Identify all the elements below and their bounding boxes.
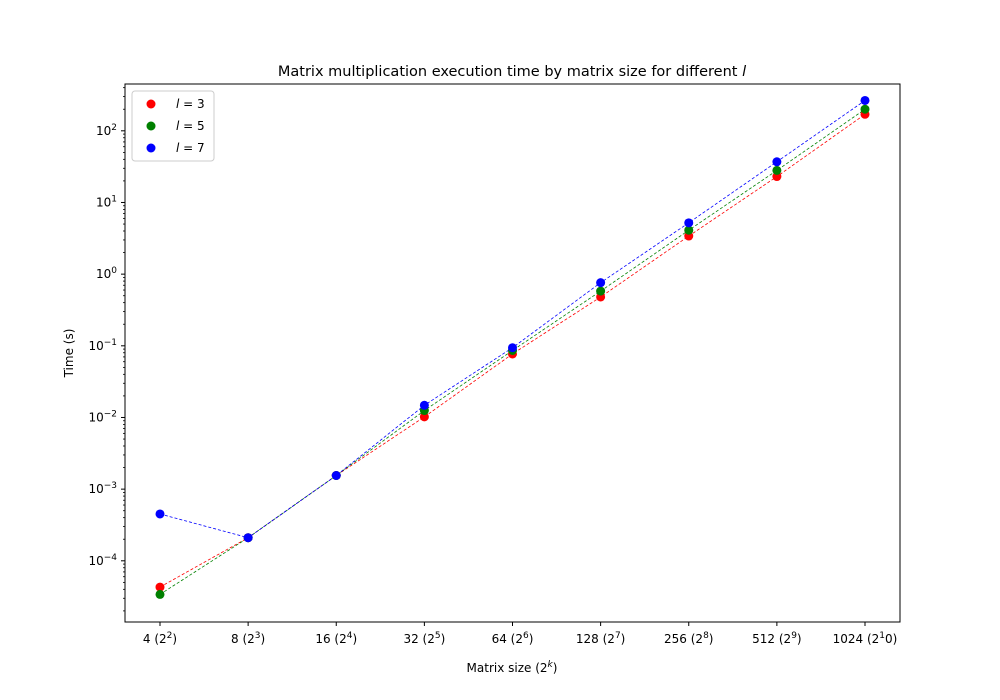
data-point [860, 104, 870, 114]
legend-marker [146, 143, 156, 153]
x-axis-label: Matrix size (2k) [467, 660, 558, 675]
series-points [155, 95, 870, 599]
y-tick-label: 102 [96, 123, 117, 138]
data-point [684, 218, 694, 228]
x-tick-label: 256 (28) [664, 631, 713, 646]
legend: l = 3 l = 5 l = 7 [131, 90, 215, 162]
x-tick-label: 32 (25) [403, 631, 445, 646]
chart-title: Matrix multiplication execution time by … [278, 64, 746, 80]
data-point [155, 582, 165, 592]
x-tick-label: 8 (23) [231, 631, 265, 646]
x-tick-label: 16 (24) [315, 631, 357, 646]
data-point [596, 278, 606, 288]
y-axis-label: Time (s) [62, 329, 76, 379]
legend-label: l = 5 [176, 119, 205, 133]
legend-box [131, 90, 215, 162]
data-point [243, 533, 253, 543]
x-tick-label: 1024 (210) [833, 631, 898, 646]
x-tick-label: 128 (27) [576, 631, 625, 646]
legend-marker [146, 99, 156, 109]
x-tick-label: 64 (26) [492, 631, 534, 646]
y-tick-label: 10−2 [88, 409, 117, 424]
data-point [772, 165, 782, 175]
legend-marker [146, 121, 156, 131]
series-line-3 [159, 100, 866, 539]
data-point [508, 343, 517, 353]
y-tick-label: 101 [96, 194, 117, 209]
y-tick-label: 10−4 [88, 553, 117, 568]
data-point [419, 412, 429, 422]
data-point [419, 400, 429, 410]
y-tick-label: 100 [96, 266, 117, 281]
y-tick-label: 10−3 [88, 481, 117, 496]
data-point [860, 95, 870, 105]
data-point [772, 157, 782, 167]
x-tick-label: 4 (22) [143, 631, 177, 646]
data-point [684, 225, 694, 235]
legend-label: l = 3 [176, 97, 205, 111]
data-point [155, 589, 165, 599]
data-point [155, 509, 165, 519]
y-tick-label: 10−1 [88, 338, 117, 353]
legend-label: l = 7 [176, 141, 205, 155]
data-point [596, 286, 606, 296]
x-axis: 4 (22) 8 (23) 16 (24) 32 (25) 64 (26) 128 (27… [143, 622, 897, 646]
data-point [331, 471, 341, 481]
x-tick-label: 512 (29) [752, 631, 801, 646]
y-axis: 10−4 10−3 10−2 10−1 100 101 102 [88, 87, 125, 612]
